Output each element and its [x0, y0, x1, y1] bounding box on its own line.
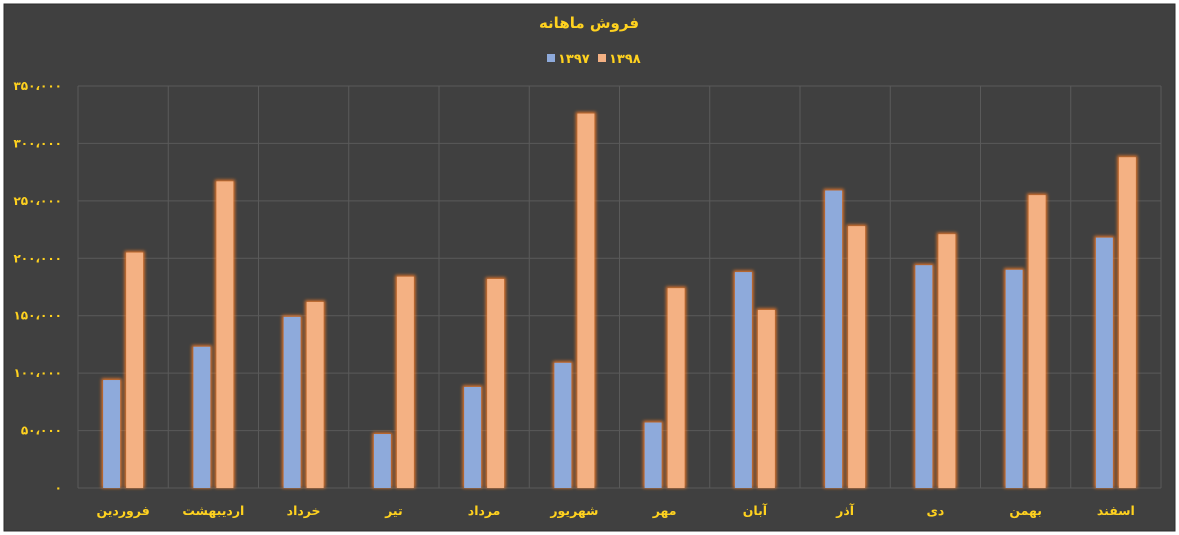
y-tick-label-6: ۳۰۰،۰۰۰ — [13, 136, 62, 150]
y-tick-label-5: ۲۵۰،۰۰۰ — [13, 194, 62, 208]
x-tick-label-2: خرداد — [287, 503, 321, 518]
bar-۱۳۹۷-5 — [554, 362, 572, 488]
x-tick-label-11: اسفند — [1097, 503, 1135, 518]
legend-label-1398: ۱۳۹۸ — [609, 52, 641, 67]
x-tick-label-4: مرداد — [468, 503, 501, 518]
x-axis-ticks: فروردین اردیبهشت خرداد تیر مرداد شهریور مهر آبا… — [96, 503, 1134, 518]
x-tick-label-0: فروردین — [96, 503, 149, 518]
bar-۱۳۹۷-3 — [373, 434, 391, 488]
legend-label-1397: ۱۳۹۷ — [558, 52, 590, 67]
legend-swatch-1397 — [547, 54, 555, 62]
bar-۱۳۹۸-10 — [1028, 195, 1046, 488]
y-axis-ticks: ۰ ۵۰،۰۰۰ ۱۰۰،۰۰۰ ۱۵۰،۰۰۰ ۲۰۰،۰۰۰ ۲۵۰،۰۰۰ ۳۰۰،۰… — [13, 79, 62, 495]
y-tick-label-7: ۳۵۰،۰۰۰ — [13, 79, 62, 93]
bar-۱۳۹۷-4 — [464, 386, 482, 488]
bar-۱۳۹۸-2 — [306, 301, 324, 488]
bar-۱۳۹۸-4 — [487, 278, 505, 488]
chart-title: فروش ماهانه — [539, 14, 639, 32]
bar-۱۳۹۷-6 — [644, 422, 662, 488]
bar-۱۳۹۷-10 — [1005, 269, 1023, 488]
bar-۱۳۹۸-5 — [577, 113, 595, 489]
legend-swatch-1398 — [598, 54, 606, 62]
y-tick-label-2: ۱۰۰،۰۰۰ — [13, 366, 62, 380]
bar-۱۳۹۷-2 — [283, 316, 301, 488]
bar-۱۳۹۷-8 — [825, 190, 843, 488]
bar-۱۳۹۷-7 — [734, 272, 752, 488]
x-tick-label-10: بهمن — [1009, 503, 1042, 518]
x-tick-label-6: مهر — [652, 503, 677, 518]
x-tick-label-3: تیر — [384, 503, 403, 518]
bar-۱۳۹۸-0 — [126, 252, 144, 488]
bar-۱۳۹۸-9 — [938, 234, 956, 488]
bar-۱۳۹۸-1 — [216, 181, 234, 488]
bar-۱۳۹۷-1 — [193, 346, 211, 488]
bar-۱۳۹۸-7 — [757, 309, 775, 488]
x-tick-label-1: اردیبهشت — [182, 503, 244, 518]
x-tick-label-5: شهریور — [549, 503, 598, 518]
y-tick-label-4: ۲۰۰،۰۰۰ — [13, 251, 62, 265]
y-tick-label-0: ۰ — [55, 481, 62, 495]
legend: ۱۳۹۷ ۱۳۹۸ — [547, 52, 641, 67]
bar-۱۳۹۷-9 — [915, 265, 933, 488]
bar-۱۳۹۷-0 — [103, 380, 121, 488]
bar-۱۳۹۸-11 — [1118, 157, 1136, 488]
y-tick-label-3: ۱۵۰،۰۰۰ — [13, 309, 62, 323]
bar-۱۳۹۸-8 — [848, 226, 866, 488]
bar-۱۳۹۸-6 — [667, 288, 685, 488]
bars — [101, 112, 1138, 489]
x-tick-label-9: دی — [926, 503, 944, 518]
y-tick-label-1: ۵۰،۰۰۰ — [21, 424, 62, 438]
bar-۱۳۹۷-11 — [1095, 237, 1113, 488]
bar-۱۳۹۸-3 — [396, 276, 414, 488]
x-tick-label-8: آذر — [835, 503, 855, 518]
x-tick-label-7: آبان — [743, 503, 768, 518]
grid-lines — [77, 85, 1162, 489]
